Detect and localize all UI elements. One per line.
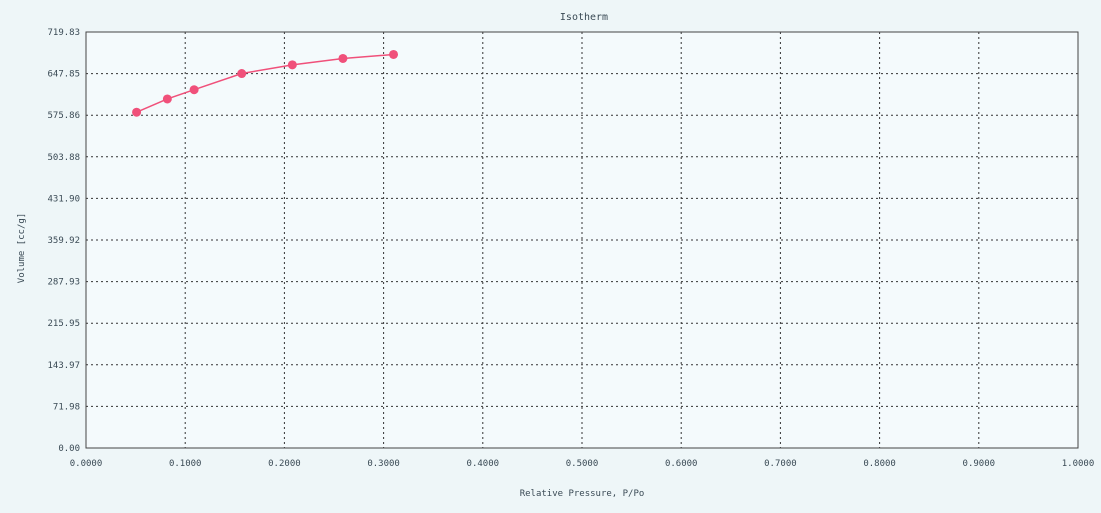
y-tick-label: 143.97 xyxy=(47,361,80,371)
y-tick-label: 647.85 xyxy=(47,70,80,80)
x-tick-label: 0.2000 xyxy=(268,459,301,469)
y-tick-label: 575.86 xyxy=(47,111,80,121)
y-tick-label: 359.92 xyxy=(47,236,80,246)
chart-title: Isotherm xyxy=(560,12,608,23)
data-point xyxy=(162,94,172,104)
x-axis-title: Relative Pressure, P/Po xyxy=(520,489,645,499)
data-point xyxy=(132,107,142,117)
data-point xyxy=(189,85,199,95)
y-axis-title: Volume [cc/g] xyxy=(17,213,27,283)
plot-frame xyxy=(85,31,1079,449)
y-tick-label: 719.83 xyxy=(47,28,80,38)
x-tick-label: 0.4000 xyxy=(467,459,500,469)
axes xyxy=(85,31,1079,449)
x-tick-label: 0.1000 xyxy=(169,459,202,469)
x-tick-label: 0.5000 xyxy=(566,459,599,469)
y-tick-label: 287.93 xyxy=(47,278,80,288)
x-tick-label: 0.9000 xyxy=(963,459,996,469)
y-tick-label: 503.88 xyxy=(47,153,80,163)
data-points xyxy=(132,49,399,117)
x-tick-label: 0.3000 xyxy=(367,459,400,469)
data-point xyxy=(389,49,399,59)
data-point xyxy=(237,69,247,79)
tick-labels: 0.0000 0.1000 0.2000 0.3000 0.4000 0.5000 0.60… xyxy=(47,28,1094,469)
x-tick-label: 1.0000 xyxy=(1062,459,1095,469)
data-point xyxy=(287,60,297,70)
x-tick-label: 0.6000 xyxy=(665,459,698,469)
y-tick-label: 215.95 xyxy=(47,319,80,329)
y-tick-label: 0.00 xyxy=(58,444,80,454)
y-tick-label: 71.98 xyxy=(53,402,80,412)
x-tick-label: 0.8000 xyxy=(863,459,896,469)
x-tick-label: 0.0000 xyxy=(70,459,103,469)
y-tick-label: 431.90 xyxy=(47,194,80,204)
grid xyxy=(86,32,1078,448)
data-point xyxy=(338,53,348,63)
x-tick-label: 0.7000 xyxy=(764,459,797,469)
